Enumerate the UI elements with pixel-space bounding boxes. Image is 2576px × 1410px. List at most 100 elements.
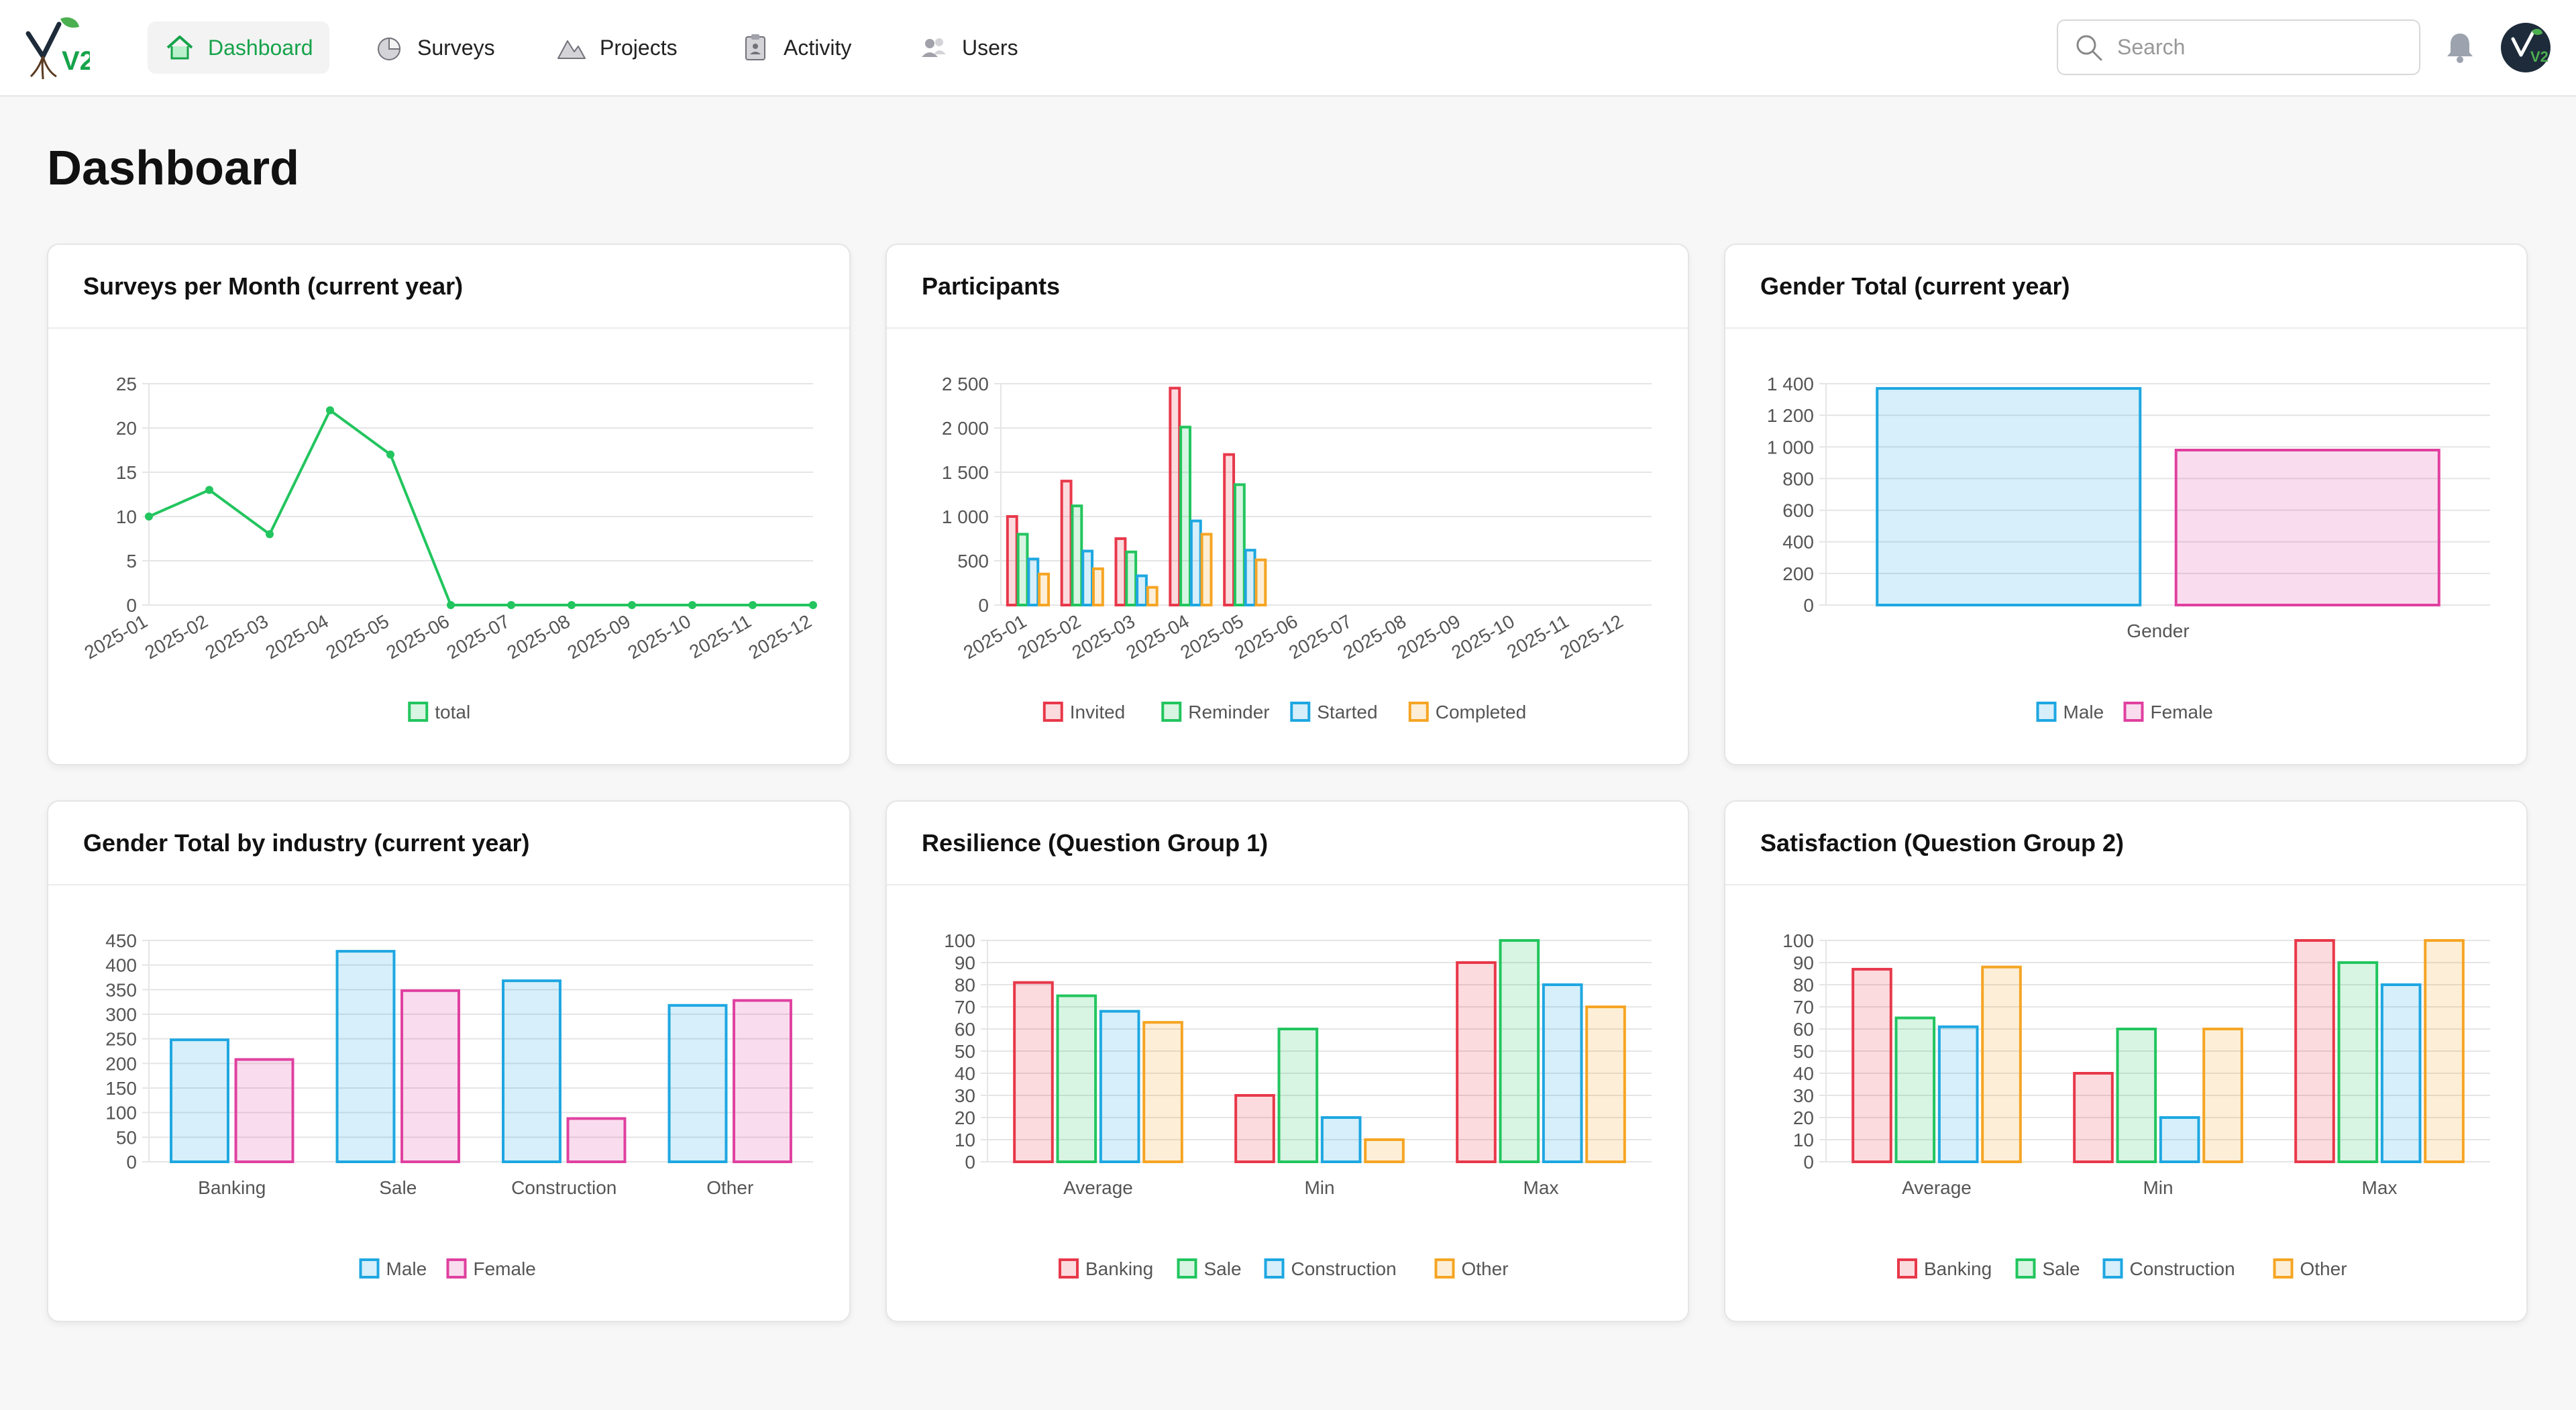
top-navigation-bar: V2 Dashboard Surveys Projects Activity bbox=[0, 0, 2576, 97]
x-tick-label: Max bbox=[2362, 1177, 2398, 1198]
mountain-icon bbox=[557, 40, 586, 59]
y-tick-label: 70 bbox=[955, 997, 975, 1018]
app-logo[interactable]: V2 bbox=[23, 15, 90, 82]
data-point bbox=[628, 601, 636, 609]
bar bbox=[1254, 558, 1267, 606]
nav-label: Projects bbox=[600, 35, 678, 60]
legend-label: total bbox=[435, 702, 470, 722]
bar bbox=[1200, 533, 1213, 606]
x-tick-label: 2025-04 bbox=[262, 610, 332, 663]
nav-users[interactable]: Users bbox=[902, 21, 1034, 74]
bar bbox=[1277, 1028, 1319, 1163]
legend-label: Other bbox=[1462, 1258, 1509, 1279]
bar bbox=[1981, 965, 2022, 1163]
y-tick-label: 0 bbox=[1803, 595, 1814, 616]
y-tick-label: 600 bbox=[1782, 500, 1814, 521]
bar bbox=[2424, 939, 2465, 1163]
bar bbox=[1189, 519, 1202, 607]
y-tick-label: 50 bbox=[1793, 1041, 1814, 1062]
legend-swatch bbox=[1161, 702, 1182, 722]
users-icon bbox=[922, 38, 946, 57]
bar bbox=[1013, 981, 1054, 1163]
avatar[interactable]: V2 bbox=[2501, 23, 2551, 72]
bar bbox=[1320, 1116, 1362, 1163]
nav-dashboard[interactable]: Dashboard bbox=[148, 21, 329, 74]
legend-label: Banking bbox=[1924, 1258, 1992, 1279]
y-tick-label: 90 bbox=[1793, 953, 1814, 973]
data-point bbox=[809, 601, 817, 609]
legend-label: Other bbox=[2300, 1258, 2347, 1279]
nav-projects[interactable]: Projects bbox=[539, 21, 694, 74]
y-tick-label: 400 bbox=[105, 955, 137, 976]
data-point bbox=[266, 530, 274, 539]
bar bbox=[1894, 1016, 1936, 1163]
y-tick-label: 1 200 bbox=[1767, 405, 1814, 426]
nav-surveys[interactable]: Surveys bbox=[357, 21, 511, 74]
series-line bbox=[148, 409, 813, 606]
x-tick-label: 2025-10 bbox=[625, 610, 694, 663]
bar bbox=[1851, 967, 1892, 1164]
card-title: Gender Total by industry (current year) bbox=[83, 828, 530, 857]
card-satisfaction: Satisfaction (Question Group 2) 0 10 20 30 4… bbox=[1724, 800, 2528, 1322]
bar bbox=[1169, 386, 1181, 606]
x-tick-label: 2025-11 bbox=[686, 610, 755, 662]
card-title: Satisfaction (Question Group 2) bbox=[1760, 828, 2125, 857]
y-tick-label: 250 bbox=[105, 1029, 137, 1050]
x-tick-label: Sale bbox=[379, 1177, 417, 1198]
data-point bbox=[749, 601, 757, 609]
legend-label: Male bbox=[386, 1258, 427, 1279]
x-tick-label: Gender bbox=[2127, 620, 2189, 641]
legend-swatch bbox=[2036, 702, 2057, 722]
y-tick-label: 25 bbox=[116, 374, 137, 394]
y-tick-label: 0 bbox=[1803, 1152, 1814, 1173]
y-tick-label: 1 400 bbox=[1767, 374, 1814, 394]
y-tick-label: 50 bbox=[116, 1127, 137, 1148]
y-tick-label: 10 bbox=[955, 1130, 975, 1150]
data-point bbox=[568, 601, 576, 609]
legend-swatch bbox=[1264, 1258, 1285, 1279]
legend-swatch bbox=[2102, 1258, 2123, 1279]
gender-industry-bar-chart: 0 50 100 150 200 250 300 350 400 450 Banking Sale Co… bbox=[105, 930, 813, 1279]
search-input[interactable] bbox=[2116, 34, 2400, 60]
y-tick-label: 40 bbox=[1793, 1063, 1814, 1084]
y-tick-label: 2 000 bbox=[942, 418, 989, 439]
bar bbox=[502, 979, 561, 1163]
bar bbox=[1136, 574, 1148, 607]
y-tick-label: 50 bbox=[955, 1041, 975, 1062]
x-tick-label: Banking bbox=[198, 1177, 266, 1198]
x-tick-label: Other bbox=[706, 1177, 753, 1198]
bar bbox=[1099, 1010, 1140, 1163]
nav-activity[interactable]: Activity bbox=[723, 21, 867, 74]
bar bbox=[1364, 1138, 1405, 1163]
y-tick-label: 1 000 bbox=[1767, 437, 1814, 457]
data-point bbox=[507, 601, 515, 609]
legend-swatch bbox=[2015, 1258, 2036, 1279]
data-point bbox=[386, 450, 394, 459]
bar bbox=[2337, 961, 2379, 1163]
clipboard-icon bbox=[745, 34, 765, 60]
bell-icon[interactable] bbox=[2442, 30, 2478, 66]
y-tick-label: 30 bbox=[955, 1085, 975, 1106]
y-tick-label: 100 bbox=[1782, 930, 1814, 951]
bar bbox=[1006, 515, 1018, 606]
bar bbox=[2073, 1072, 2114, 1163]
card-resilience: Resilience (Question Group 1) 0 10 20 30 40 5… bbox=[885, 800, 1689, 1322]
bar bbox=[335, 950, 396, 1163]
y-tick-label: 80 bbox=[1793, 975, 1814, 995]
y-tick-label: 15 bbox=[116, 462, 137, 483]
card-gender-by-industry: Gender Total by industry (current year) … bbox=[47, 800, 851, 1322]
legend-label: Female bbox=[474, 1258, 536, 1279]
search-box[interactable] bbox=[2057, 19, 2420, 75]
bar bbox=[170, 1038, 229, 1163]
bar bbox=[2159, 1116, 2200, 1163]
y-tick-label: 1 000 bbox=[942, 506, 989, 527]
y-tick-label: 450 bbox=[105, 930, 137, 951]
legend-label: Reminder bbox=[1188, 702, 1269, 722]
bar bbox=[1585, 1006, 1626, 1163]
y-tick-label: 0 bbox=[126, 1152, 137, 1173]
bar bbox=[1179, 425, 1191, 606]
bar bbox=[1142, 1021, 1183, 1163]
x-tick-label: 2025-07 bbox=[443, 610, 513, 663]
legend-swatch bbox=[2123, 702, 2144, 722]
